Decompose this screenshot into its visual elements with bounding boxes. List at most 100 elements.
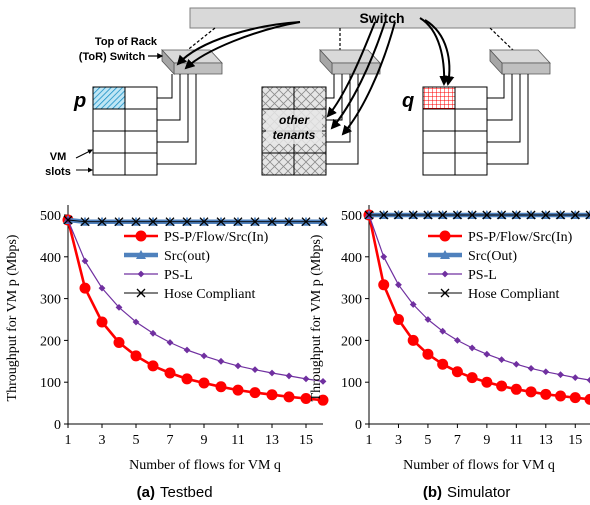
caption-a-tag: (a) (137, 484, 155, 501)
chart-b-xtick-label: 1 (366, 433, 373, 448)
chart-a-ytick-label: 100 (40, 376, 61, 391)
chart-b-series-point-2 (557, 371, 564, 378)
chart-b-series-point-0 (496, 380, 507, 391)
chart-a-ytick-label: 0 (54, 418, 61, 433)
chart-a-series-point-0 (284, 391, 295, 402)
chart-b-legend-label-0: PS-P/Flow/Src(In) (468, 230, 573, 245)
chart-b-series-point-0 (526, 386, 537, 397)
chart-b: 01002003004005001 3 5 7 9 11 13 15 PS-P/Flow/Sr… (309, 205, 590, 473)
chart-b-xtick-label: 5 (424, 433, 431, 448)
chart-b-xlabel: Number of flows for VM q (403, 458, 555, 473)
chart-b-series-point-2 (380, 253, 387, 260)
chart-b-series-point-0 (540, 389, 551, 400)
chart-a-series-point-2 (235, 362, 242, 369)
chart-a-legend-marker-0 (136, 231, 147, 242)
chart-a-series-point-0 (131, 350, 142, 361)
chart-a-ylabel: Throughput for VM p (Mbps) (5, 234, 20, 401)
chart-a-series-point-2 (201, 352, 208, 359)
chart-a-xlabel: Number of flows for VM q (129, 458, 281, 473)
tor-label-line2: (ToR) Switch (79, 51, 146, 63)
chart-a-series-point-0 (114, 337, 125, 348)
caption-b: (b) Simulator (423, 484, 511, 501)
chart-b-series-point-0 (481, 377, 492, 388)
chart-b-xtick-label: 15 (568, 433, 582, 448)
chart-a-ytick-label: 200 (40, 334, 61, 349)
chart-a-series-point-2 (150, 330, 157, 337)
other-tenants-line1: other (279, 113, 310, 127)
chart-a-xtick-label: 1 (65, 433, 72, 448)
chart-b-xtick-label: 9 (483, 433, 490, 448)
chart-b-series-point-2 (483, 351, 490, 358)
chart-a-xtick-label: 13 (265, 433, 279, 448)
chart-b-series-point-2 (528, 365, 535, 372)
chart-a-series-point-0 (216, 381, 227, 392)
chart-b-series-point-0 (422, 349, 433, 360)
chart-b-ytick-label: 300 (341, 293, 362, 308)
caption-a: (a) Testbed (137, 484, 213, 501)
chart-b-legend-label-3: Hose Compliant (468, 287, 559, 302)
chart-a-series-point-0 (233, 385, 244, 396)
vm-q-slot (423, 87, 455, 109)
vm-p-label: p (73, 90, 86, 112)
caption-b-text: Simulator (447, 484, 510, 501)
chart-a-legend-label-1: Src(out) (164, 249, 210, 264)
switch-label: Switch (359, 10, 404, 26)
chart-b-series-point-2 (542, 368, 549, 375)
chart-b-series-point-0 (452, 366, 463, 377)
chart-b-series-point-2 (513, 361, 520, 368)
vm-p-slot (93, 87, 125, 109)
chart-a-series-point-2 (286, 373, 293, 380)
chart-b-series-point-2 (587, 377, 590, 384)
chart-a-series-point-2 (269, 370, 276, 377)
chart-b-ylabel: Throughput for VM p (Mbps) (309, 234, 324, 401)
chart-a-series-point-2 (167, 339, 174, 346)
chart-b-series-point-0 (585, 394, 590, 405)
chart-a-xtick-label: 3 (99, 433, 106, 448)
chart-b-series-point-0 (378, 279, 389, 290)
chart-a-ytick-label: 500 (40, 209, 61, 224)
tor-switch-right (490, 50, 550, 74)
chart-a-xtick-label: 9 (201, 433, 208, 448)
chart-b-xtick-label: 11 (510, 433, 523, 448)
chart-a-series-point-0 (97, 317, 108, 328)
server-p-links (157, 74, 196, 164)
chart-a-legend-label-0: PS-P/Flow/Src(In) (164, 230, 269, 245)
chart-a-series-point-0 (250, 387, 261, 398)
chart-a-legend-marker-2 (138, 271, 145, 278)
chart-a-legend-label-3: Hose Compliant (164, 287, 255, 302)
chart-a-series-point-0 (267, 389, 278, 400)
chart-b-legend-label-2: PS-L (468, 268, 497, 283)
chart-a-series-point-0 (165, 368, 176, 379)
vm-slots-line2: slots (45, 166, 71, 178)
chart-b-series-point-2 (498, 356, 505, 363)
chart-a-xtick-label: 11 (231, 433, 244, 448)
chart-b-xtick-label: 7 (454, 433, 461, 448)
server-p (93, 87, 157, 175)
chart-b-legend-marker-2 (442, 271, 449, 278)
chart-a-xtick-label: 15 (299, 433, 313, 448)
caption-b-tag: (b) (423, 484, 442, 501)
chart-a-series-line-0 (68, 220, 323, 400)
chart-b-series-point-2 (469, 345, 476, 352)
chart-a-series-point-0 (148, 360, 159, 371)
chart-b-series-point-0 (555, 390, 566, 401)
chart-b-series-point-0 (467, 372, 478, 383)
chart-b-xtick-label: 13 (539, 433, 553, 448)
tor-label-line1: Top of Rack (95, 36, 158, 48)
chart-b-ytick-label: 0 (355, 418, 362, 433)
chart-b-series-point-0 (393, 314, 404, 325)
chart-a-series-point-2 (82, 258, 89, 265)
chart-b-ytick-label: 400 (341, 251, 362, 266)
chart-b-series-point-0 (511, 384, 522, 395)
chart-b-xtick-label: 3 (395, 433, 402, 448)
caption-a-text: Testbed (160, 484, 213, 501)
server-q-links (487, 74, 528, 164)
chart-b-ytick-label: 100 (341, 376, 362, 391)
chart-b-legend-marker-0 (440, 231, 451, 242)
server-q (423, 87, 487, 175)
topology-diagram: Switch Top of Rack (ToR) Switch (45, 8, 575, 178)
chart-b-ytick-label: 500 (341, 209, 362, 224)
chart-b-series-point-2 (572, 374, 579, 381)
